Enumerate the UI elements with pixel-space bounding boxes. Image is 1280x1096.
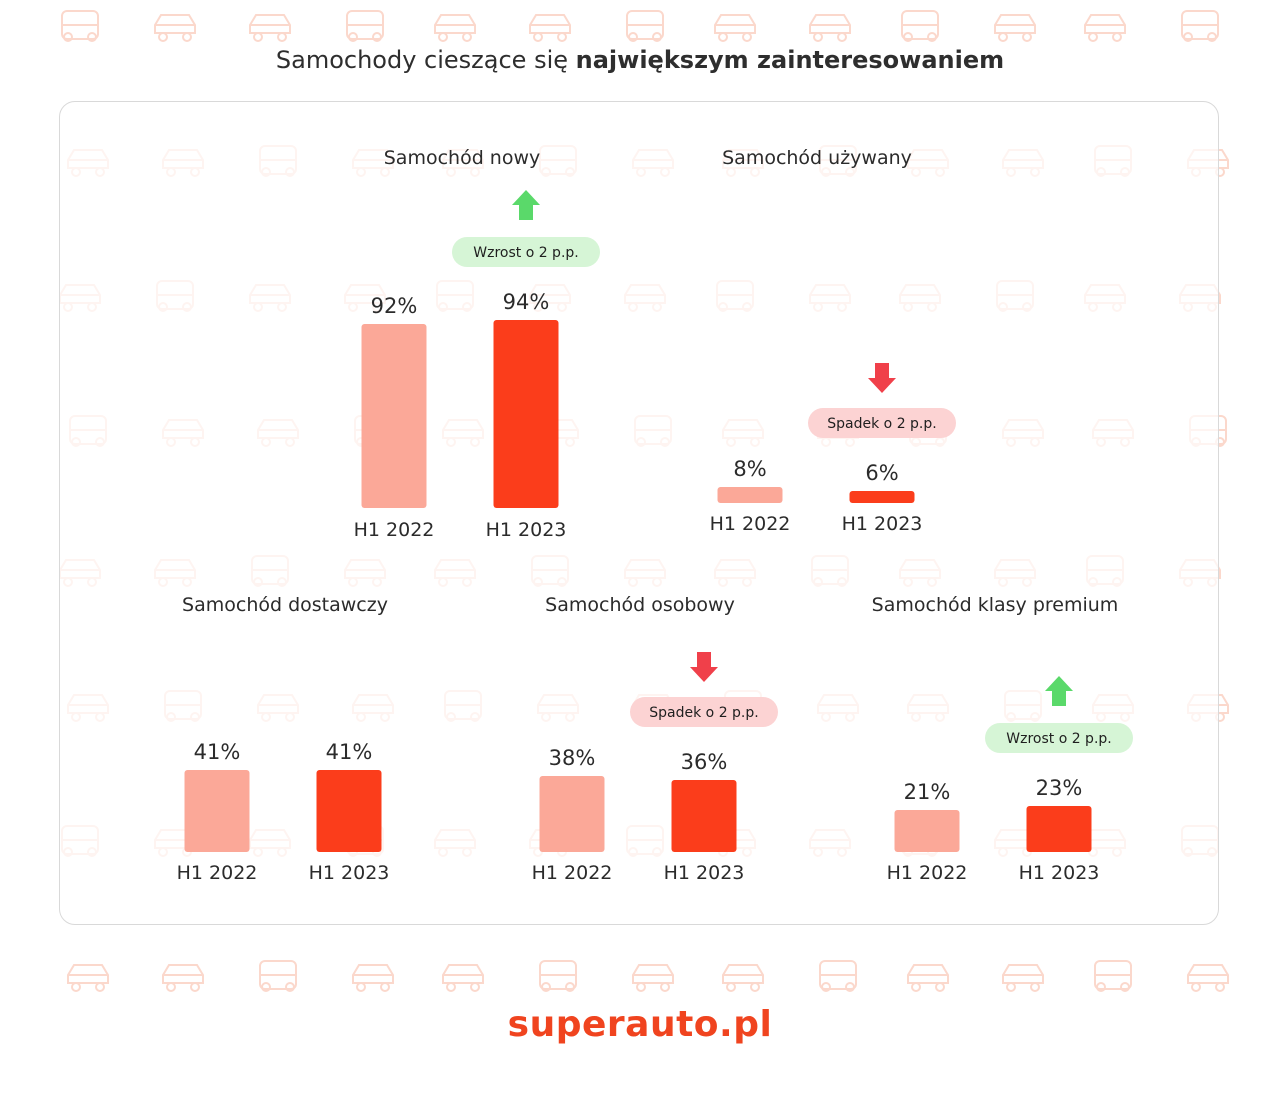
car-icon xyxy=(994,14,1036,42)
car-icon xyxy=(154,14,196,42)
car-icon xyxy=(352,964,394,992)
bar xyxy=(1026,806,1092,852)
increase-badge: Wzrost o 2 p.p. xyxy=(985,676,1133,753)
page-title-bold: największym zainteresowaniem xyxy=(575,46,1005,74)
charts-panel xyxy=(59,101,1219,925)
page-title-prefix: Samochody cieszące się xyxy=(275,46,568,74)
superauto-logo: superauto.pl xyxy=(507,1004,773,1045)
bar-chart-4: Samochód osobowy 38% H1 2022 36% H1 2023 Spad… xyxy=(532,594,778,884)
chart-title: Samochód dostawczy xyxy=(182,594,388,616)
car-icon xyxy=(714,14,756,42)
bar xyxy=(671,780,737,852)
bar xyxy=(493,320,559,508)
car-icon xyxy=(67,964,109,992)
tick-label: H1 2022 xyxy=(887,862,968,884)
chart-title: Samochód klasy premium xyxy=(872,594,1119,616)
bar-chart-3: Samochód dostawczy 41% H1 2022 41% H1 2023 xyxy=(177,594,390,884)
tick-label: H1 2023 xyxy=(309,862,390,884)
badge-text: Spadek o 2 p.p. xyxy=(827,416,936,432)
badge-text: Wzrost o 2 p.p. xyxy=(473,245,579,261)
car-icon xyxy=(346,10,384,42)
bar xyxy=(894,810,960,852)
car-icon xyxy=(1187,964,1229,992)
car-icon xyxy=(809,14,851,42)
tick-label: H1 2022 xyxy=(710,513,791,535)
value-label: 8% xyxy=(733,457,766,481)
decrease-badge: Spadek o 2 p.p. xyxy=(808,363,956,438)
car-icon xyxy=(539,960,577,992)
car-icon xyxy=(819,960,857,992)
tick-label: H1 2023 xyxy=(1019,862,1100,884)
bar xyxy=(316,770,382,852)
page-title: Samochody cieszące się największym zaint… xyxy=(0,46,1280,74)
car-icon xyxy=(1084,14,1126,42)
car-icon xyxy=(259,960,297,992)
badge-background xyxy=(452,237,600,267)
badge-background xyxy=(630,697,778,727)
value-label: 38% xyxy=(549,746,596,770)
chart-title: Samochód osobowy xyxy=(545,594,735,616)
decrease-badge: Spadek o 2 p.p. xyxy=(630,652,778,727)
bar xyxy=(539,776,605,852)
car-icon xyxy=(162,964,204,992)
tick-label: H1 2022 xyxy=(532,862,613,884)
increase-badge: Wzrost o 2 p.p. xyxy=(452,190,600,267)
badge-background xyxy=(808,408,956,438)
car-icon xyxy=(249,14,291,42)
car-icon xyxy=(1181,10,1219,42)
value-label: 92% xyxy=(371,294,418,318)
car-icon xyxy=(61,10,99,42)
car-icon xyxy=(626,10,664,42)
bar xyxy=(849,491,915,503)
car-icon xyxy=(632,964,674,992)
value-label: 41% xyxy=(194,740,241,764)
tick-label: H1 2023 xyxy=(842,513,923,535)
tick-label: H1 2023 xyxy=(664,862,745,884)
tick-label: H1 2022 xyxy=(354,519,435,541)
value-label: 6% xyxy=(865,461,898,485)
bar-chart-2: Samochód używany 8% H1 2022 6% H1 2023 Spadek… xyxy=(710,147,956,535)
value-label: 36% xyxy=(681,750,728,774)
tick-label: H1 2023 xyxy=(486,519,567,541)
car-icon xyxy=(434,14,476,42)
value-label: 94% xyxy=(503,290,550,314)
chart-title: Samochód nowy xyxy=(384,147,541,169)
bar xyxy=(361,324,427,508)
value-label: 23% xyxy=(1036,776,1083,800)
down-arrow-icon xyxy=(868,363,896,393)
value-label: 21% xyxy=(904,780,951,804)
car-icon xyxy=(1094,960,1132,992)
value-label: 41% xyxy=(326,740,373,764)
bar-chart-5: Samochód klasy premium 21% H1 2022 23% H1 20… xyxy=(872,594,1133,884)
up-arrow-icon xyxy=(1045,676,1073,706)
badge-background xyxy=(985,723,1133,753)
car-icon xyxy=(722,964,764,992)
car-icon xyxy=(901,10,939,42)
tick-label: H1 2022 xyxy=(177,862,258,884)
car-icon xyxy=(907,964,949,992)
down-arrow-icon xyxy=(690,652,718,682)
car-icon xyxy=(442,964,484,992)
car-icon xyxy=(529,14,571,42)
badge-text: Spadek o 2 p.p. xyxy=(649,705,758,721)
badge-text: Wzrost o 2 p.p. xyxy=(1006,731,1112,747)
bar xyxy=(184,770,250,852)
bar-chart-1: Samochód nowy 92% H1 2022 94% H1 2023 Wzrost … xyxy=(354,147,600,541)
car-icon xyxy=(1002,964,1044,992)
up-arrow-icon xyxy=(512,190,540,220)
chart-title: Samochód używany xyxy=(722,147,912,169)
bar xyxy=(717,487,783,503)
